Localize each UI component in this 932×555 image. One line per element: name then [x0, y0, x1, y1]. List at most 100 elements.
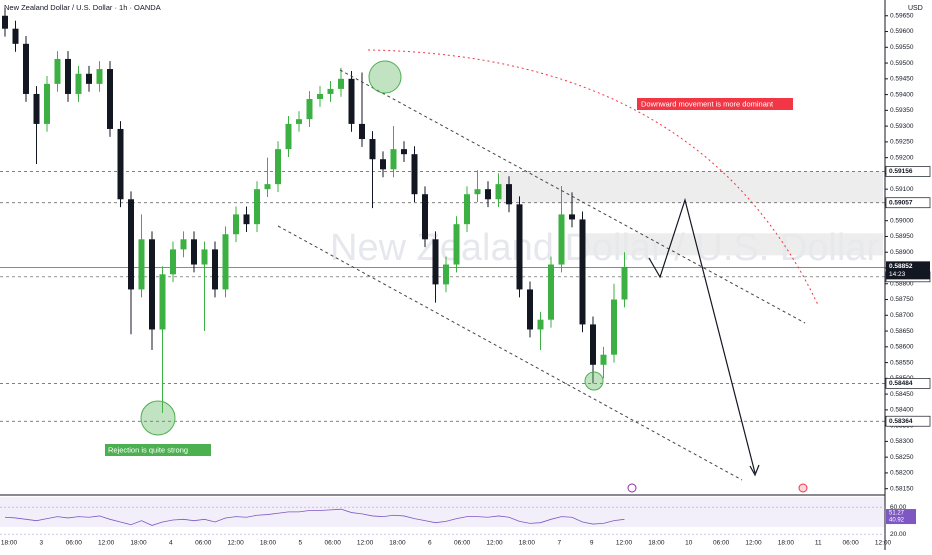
candle-body [537, 319, 544, 330]
x-tick-label: 12:00 [616, 540, 633, 547]
marks [0, 7, 885, 526]
x-tick-label: 06:00 [325, 540, 342, 547]
x-tick-label: 12:00 [486, 540, 503, 547]
candle-body [243, 214, 250, 225]
candle-body [453, 224, 460, 265]
candle-body [23, 43, 29, 94]
y-tick-label: 0.58250 [890, 454, 914, 461]
candle-body [254, 189, 260, 225]
event-icon[interactable] [798, 483, 808, 493]
y-tick-label: 0.59400 [890, 91, 914, 98]
candle-body [569, 214, 575, 220]
rsi-line [4, 508, 625, 526]
annotation: Downward movement is more dominant [641, 99, 774, 108]
channel-lower [277, 225, 743, 481]
candle-body [506, 184, 512, 205]
candle-body [327, 88, 334, 94]
level-tag [885, 378, 931, 389]
candle-body [495, 184, 502, 200]
y-tick-label: 0.59250 [890, 139, 914, 146]
y-tick-label: 0.58800 [890, 280, 914, 287]
annotation-box [105, 444, 211, 456]
candle-body [359, 123, 365, 140]
y-tick-label: 0.58950 [890, 233, 914, 240]
candle-body [348, 78, 355, 124]
candle-body [401, 149, 407, 155]
candle-body [432, 239, 439, 285]
candle-body [548, 264, 554, 320]
x-tick-label: 10 [685, 540, 693, 547]
candle-body [527, 289, 533, 330]
y-tick-label: 0.58600 [890, 344, 914, 351]
x-tick-label: 18:00 [1, 540, 18, 547]
candle-body [390, 149, 397, 170]
x-tick-label: 18:00 [519, 540, 536, 547]
candle-body [275, 149, 281, 185]
y-tick-label: 0.58550 [890, 359, 914, 366]
circle [368, 60, 402, 94]
candle-body [464, 194, 470, 225]
y-tick-label: 0.59500 [890, 60, 914, 67]
candle-body [149, 239, 155, 330]
zone [580, 233, 883, 256]
x-tick-label: 06:00 [195, 540, 212, 547]
y-tick-label: 0.58200 [890, 470, 914, 477]
candle-body [422, 194, 428, 240]
rsi-tag-label: 40.92 [889, 518, 905, 524]
rsi-tick-label: 60.00 [890, 504, 907, 511]
y-tick-label: 0.58700 [890, 312, 914, 319]
y-tick-label: 0.58450 [890, 391, 914, 398]
candle-body [600, 354, 607, 365]
circle [584, 371, 604, 391]
annotation-box [637, 98, 793, 110]
level-tag [885, 197, 931, 209]
circle [140, 400, 176, 436]
candle-body [317, 93, 323, 99]
event-icon[interactable] [627, 483, 637, 493]
x-tick-label: 12:00 [357, 540, 374, 547]
y-tick-label: 0.59450 [890, 76, 914, 83]
candle-body [369, 139, 376, 160]
x-tick-label: 3 [40, 540, 44, 547]
candle-body [558, 214, 565, 265]
rsi-band [0, 497, 885, 527]
candle-body [611, 299, 617, 355]
x-tick-label: 7 [557, 540, 561, 547]
candle-body [485, 189, 491, 200]
x-tick-label: 12:00 [227, 540, 244, 547]
candle-body [86, 73, 92, 84]
price-tag [886, 261, 930, 280]
candle-body [474, 189, 481, 195]
x-tick-label: 11 [815, 540, 822, 547]
level-label: 0.59156 [889, 168, 913, 175]
rsi-tag-label: 51.27 [889, 511, 905, 517]
candle-body [33, 93, 40, 124]
candle-body [180, 239, 187, 250]
candle-body [443, 264, 449, 285]
candle-body [222, 234, 229, 290]
level-label: 0.59057 [889, 199, 913, 206]
candle-body [107, 69, 113, 129]
level-tag [885, 415, 931, 427]
candle-body [590, 324, 596, 365]
candle-body [12, 28, 19, 44]
x-tick-label: 18:00 [389, 540, 406, 547]
x-tick-label: 6 [428, 540, 432, 547]
candle-body [117, 128, 124, 200]
candle-body [579, 219, 586, 325]
candle-body [306, 99, 313, 120]
annotation: Rejection is quite strong [108, 445, 188, 454]
level-label: 0.58484 [889, 380, 913, 387]
candle-body [65, 58, 71, 94]
rsi-tag [886, 516, 916, 525]
x-tick-label: 12:00 [875, 540, 892, 547]
rsi-tag [886, 509, 916, 518]
x-tick-label: 18:00 [648, 540, 665, 547]
candle-body [338, 78, 344, 89]
y-tick-label: 0.58400 [890, 407, 914, 414]
x-tick-label: 06:00 [66, 540, 83, 547]
currency: USD [908, 5, 923, 12]
y-tick-label: 0.58900 [890, 249, 914, 256]
